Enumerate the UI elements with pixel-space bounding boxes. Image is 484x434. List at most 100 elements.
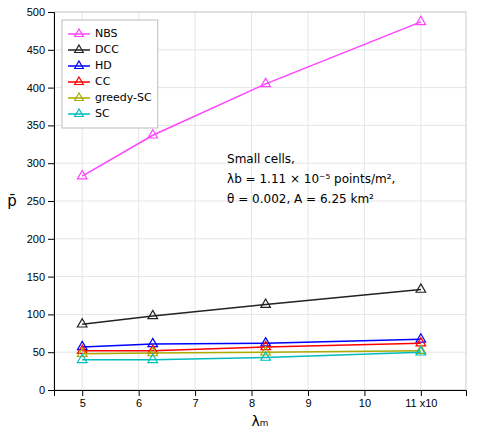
y-tick-mark bbox=[48, 125, 54, 126]
x-tick: 10 bbox=[359, 390, 371, 409]
y-tick: 100 bbox=[27, 308, 54, 320]
plot: 5 6 7 8 9 10 11 x10 0 50 100 150 200 250 300 350 400 450… bbox=[27, 6, 467, 409]
y-tick-label: 0 bbox=[39, 384, 45, 396]
y-tick: 0 bbox=[39, 384, 54, 396]
marker bbox=[77, 319, 87, 327]
series bbox=[77, 284, 425, 327]
y-tick-label: 400 bbox=[27, 82, 45, 94]
legend-label: CC bbox=[95, 75, 111, 88]
legend-label: SC bbox=[95, 107, 110, 120]
y-tick-label: 350 bbox=[27, 119, 45, 131]
x-tick-mark bbox=[82, 390, 83, 396]
legend-item: CC bbox=[68, 75, 111, 88]
legend-swatch bbox=[68, 65, 90, 67]
legend-swatch bbox=[68, 81, 90, 83]
annotations: Small cells,λb = 1.11 × 10⁻⁵ points/m²,θ… bbox=[227, 152, 395, 206]
y-axis-line bbox=[48, 13, 55, 391]
x-tick-label: 7 bbox=[193, 397, 199, 409]
x-axis-line bbox=[55, 391, 467, 397]
legend-marker bbox=[75, 93, 84, 100]
legend-marker bbox=[75, 109, 84, 116]
x-axis: 5 6 7 8 9 10 11 x10 bbox=[55, 390, 467, 409]
x-tick-mark bbox=[364, 390, 365, 396]
marker bbox=[261, 78, 271, 86]
y-tick-mark bbox=[48, 390, 54, 391]
y-tick-label: 450 bbox=[27, 44, 45, 56]
x-tick: 9 bbox=[305, 390, 311, 409]
legend-marker bbox=[75, 45, 84, 52]
legend-marker bbox=[75, 29, 84, 36]
legend-label: DCC bbox=[95, 43, 119, 56]
legend-label: HD bbox=[95, 59, 112, 72]
y-tick-mark bbox=[48, 352, 54, 353]
grid-line-y bbox=[54, 238, 466, 239]
x-tick-mark bbox=[421, 390, 422, 396]
marker bbox=[77, 354, 87, 362]
series bbox=[77, 347, 425, 363]
x-tick-label: 6 bbox=[136, 397, 142, 409]
y-tick: 50 bbox=[33, 346, 54, 358]
y-tick-mark bbox=[48, 50, 54, 51]
x-axis-title: λₘ bbox=[251, 413, 268, 429]
marker bbox=[261, 352, 271, 360]
marker bbox=[77, 171, 87, 179]
legend-label: NBS bbox=[95, 27, 118, 40]
y-tick: 400 bbox=[27, 82, 54, 94]
y-tick-label: 200 bbox=[27, 233, 45, 245]
x-tick: 5 bbox=[80, 390, 86, 409]
legend-marker bbox=[75, 61, 84, 68]
y-tick-label: 250 bbox=[27, 195, 45, 207]
y-tick: 300 bbox=[27, 157, 54, 169]
legend-marker bbox=[75, 77, 84, 84]
y-tick-label: 500 bbox=[27, 6, 45, 18]
line bbox=[82, 289, 421, 324]
legend-swatch bbox=[68, 97, 90, 99]
annotation: θ = 0.002, A = 6.25 km² bbox=[227, 192, 374, 206]
legend-label: greedy-SC bbox=[95, 91, 152, 104]
annotation: Small cells, bbox=[227, 152, 295, 166]
x-tick: 7 bbox=[193, 390, 199, 409]
line bbox=[82, 343, 421, 351]
grid bbox=[54, 12, 466, 390]
y-tick-label: 50 bbox=[33, 346, 45, 358]
legend-item: SC bbox=[68, 107, 110, 120]
x-tick-label: 5 bbox=[80, 397, 86, 409]
marker bbox=[416, 16, 426, 24]
x-tick-mark bbox=[139, 390, 140, 396]
y-tick: 350 bbox=[27, 119, 54, 131]
grid-line-y bbox=[54, 276, 466, 277]
legend-box bbox=[62, 20, 158, 128]
marker bbox=[148, 310, 158, 318]
legend-swatch bbox=[68, 113, 90, 115]
x-tick-mark bbox=[195, 390, 196, 396]
y-tick-mark bbox=[48, 88, 54, 89]
line bbox=[82, 352, 421, 360]
grid-line-y bbox=[54, 314, 466, 315]
y-tick-mark bbox=[48, 277, 54, 278]
y-tick-mark bbox=[48, 239, 54, 240]
x-tick: 11 x10 bbox=[405, 390, 437, 409]
legend-swatch bbox=[68, 49, 90, 51]
y-tick: 450 bbox=[27, 44, 54, 56]
x-tick-mark bbox=[252, 390, 253, 396]
x-tick-label: 8 bbox=[249, 397, 255, 409]
marker bbox=[261, 299, 271, 307]
x-tick-label: 10 bbox=[359, 397, 371, 409]
legend: NBS DCC HD CC greedy-SC SC bbox=[62, 20, 158, 128]
x-tick: 8 bbox=[249, 390, 255, 409]
y-axis: 0 50 100 150 200 250 300 350 400 450 500 bbox=[27, 6, 55, 396]
y-tick-label: 300 bbox=[27, 157, 45, 169]
y-tick: 250 bbox=[27, 195, 54, 207]
y-tick-mark bbox=[48, 314, 54, 315]
legend-item: NBS bbox=[68, 27, 118, 40]
marker bbox=[416, 347, 426, 355]
y-tick-mark bbox=[48, 201, 54, 202]
chart: 5 6 7 8 9 10 11 x10 0 50 100 150 200 250 300 350 400 450… bbox=[0, 0, 484, 434]
plot-frame bbox=[54, 12, 466, 390]
marker bbox=[148, 354, 158, 362]
y-tick-label: 150 bbox=[27, 271, 45, 283]
series bbox=[77, 338, 425, 354]
y-tick: 150 bbox=[27, 271, 54, 283]
legend-swatch bbox=[68, 33, 90, 35]
x-tick-mark bbox=[308, 390, 309, 396]
